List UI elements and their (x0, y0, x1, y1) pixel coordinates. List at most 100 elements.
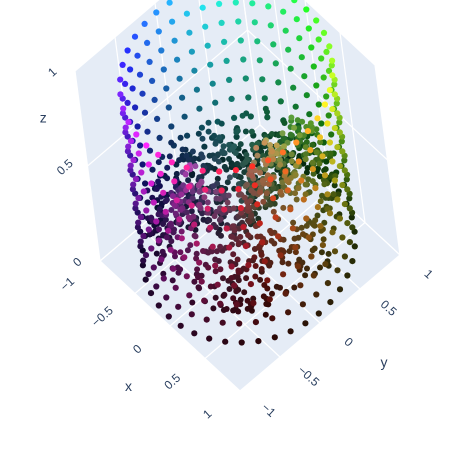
wall-point (144, 199, 151, 206)
cloud-point (302, 156, 309, 163)
wall-point (303, 215, 310, 222)
wall-point (323, 93, 330, 100)
wall-point (298, 54, 305, 61)
wall-point (285, 46, 292, 53)
wall-point (172, 284, 179, 291)
wall-point (266, 296, 273, 303)
cloud-point (176, 157, 183, 164)
cloud-point (214, 248, 220, 255)
wall-point (201, 143, 208, 150)
wall-point (300, 196, 307, 203)
cloud-point (288, 114, 295, 121)
wall-point (348, 214, 355, 221)
cloud-point (166, 153, 173, 160)
wall-point (314, 115, 321, 122)
cloud-point (267, 259, 274, 266)
wall-point (130, 157, 137, 164)
cloud-point (207, 283, 214, 290)
cloud-point (254, 233, 261, 240)
cloud-point (196, 188, 203, 195)
wall-point (296, 35, 303, 42)
wall-point (334, 267, 341, 274)
wall-point (336, 215, 343, 222)
wall-point (144, 39, 151, 47)
wall-point (307, 147, 314, 154)
wall-point (153, 9, 160, 16)
z-tick-label: 0 (70, 254, 85, 269)
cloud-point (264, 285, 271, 292)
cloud-point (251, 254, 258, 261)
cloud-point (187, 242, 194, 249)
wall-point (142, 180, 149, 187)
cloud-point (303, 222, 310, 229)
cloud-point (290, 219, 297, 226)
cloud-point (242, 128, 249, 135)
wall-point (238, 339, 245, 346)
wall-point (169, 18, 176, 25)
cloud-point (189, 299, 196, 306)
cloud-point (234, 127, 241, 134)
wall-point (285, 309, 292, 316)
wall-point (324, 280, 331, 287)
wall-point (209, 243, 216, 250)
cloud-point (215, 158, 222, 165)
cloud-point (229, 161, 236, 168)
wall-point (150, 264, 157, 271)
wall-point (135, 150, 142, 157)
cloud-point (189, 148, 196, 155)
cloud-point (201, 194, 208, 201)
cloud-point (159, 248, 166, 255)
cloud-point (267, 201, 274, 208)
wall-point (199, 4, 206, 11)
wall-point (251, 182, 258, 189)
wall-point (310, 63, 317, 70)
wall-point (219, 319, 226, 326)
cloud-point (269, 148, 275, 155)
wall-point (346, 195, 353, 202)
cloud-point (217, 216, 224, 223)
wall-point (193, 240, 200, 247)
wall-point (134, 123, 141, 130)
wall-point (140, 188, 147, 195)
cloud-point (262, 166, 269, 172)
wall-point (158, 256, 165, 263)
wall-point (336, 286, 344, 293)
wall-point (145, 161, 152, 168)
wall-point (231, 114, 238, 121)
cloud-point (168, 139, 175, 146)
cloud-point (199, 154, 206, 161)
wall-point (331, 125, 338, 132)
wall-point (138, 169, 145, 176)
wall-point (179, 94, 186, 101)
cloud-point (221, 291, 228, 298)
cloud-point (189, 195, 196, 202)
wallx-grid-h (74, 0, 160, 72)
cloud-point (302, 144, 309, 151)
wall-point (165, 227, 172, 234)
cloud-point (307, 120, 314, 127)
cloud-point (188, 208, 195, 215)
wall-point (314, 204, 321, 211)
wall-point (303, 6, 310, 13)
wall-point (146, 58, 153, 65)
cloud-point (267, 142, 274, 148)
cloud-point (302, 181, 309, 188)
y-tick-label: −1 (259, 400, 279, 420)
wall-point (305, 234, 312, 241)
wall-point (147, 290, 155, 297)
cloud-point (236, 240, 243, 246)
wall-point (326, 210, 334, 217)
wall-point (287, 206, 294, 213)
cloud-point (331, 182, 338, 189)
wall-point (233, 133, 240, 140)
cloud-point (192, 233, 199, 240)
wall-point (212, 99, 219, 106)
cloud-point (149, 194, 156, 201)
cloud-point (305, 176, 312, 183)
cloud-point (184, 247, 191, 254)
cloud-point (258, 252, 265, 258)
cloud-point (295, 125, 302, 132)
wall-point (312, 185, 319, 192)
cloud-point (243, 275, 250, 282)
